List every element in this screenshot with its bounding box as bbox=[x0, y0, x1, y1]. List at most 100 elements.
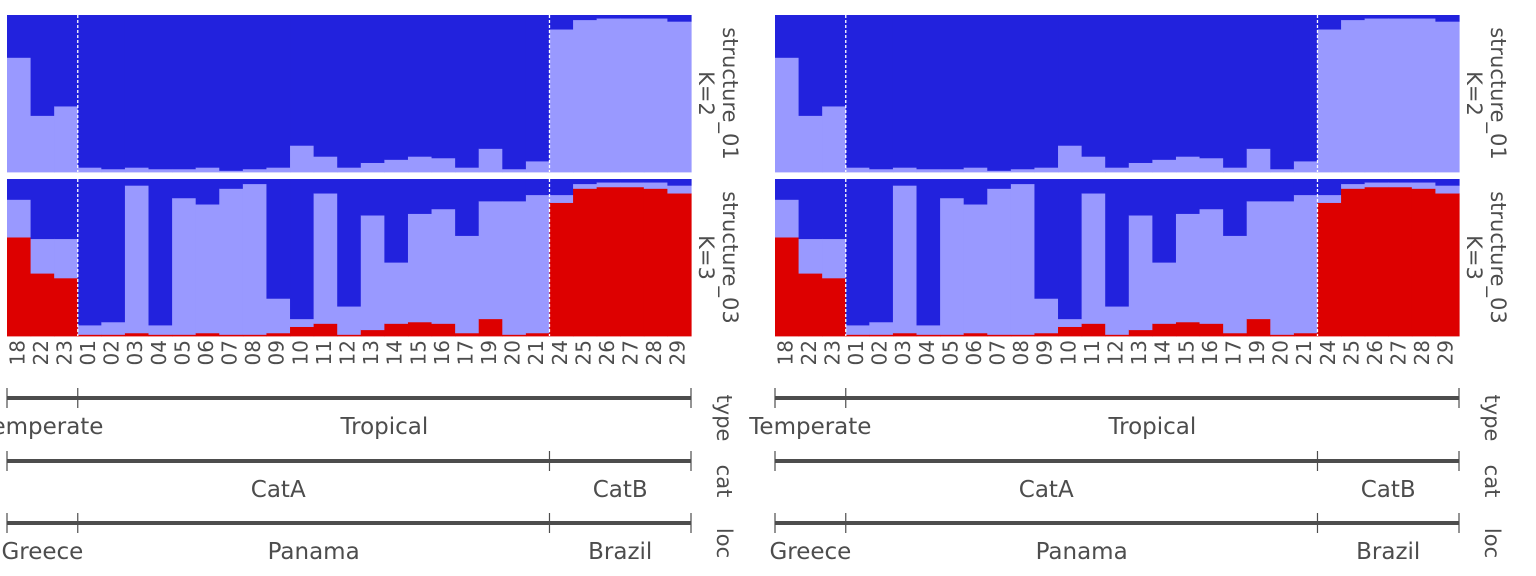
x-tick-label: 03 bbox=[891, 340, 915, 365]
bar-segment bbox=[1081, 15, 1106, 157]
bar-segment bbox=[195, 204, 220, 334]
x-tick-label: 15 bbox=[1174, 340, 1198, 365]
x-tick-label: 10 bbox=[1056, 340, 1080, 365]
bar-segment bbox=[290, 326, 315, 337]
bar-segment bbox=[1411, 15, 1437, 19]
bar-segment bbox=[549, 15, 574, 30]
bar-segment bbox=[195, 167, 220, 173]
bar-segment bbox=[1105, 179, 1130, 307]
bar-segment bbox=[1317, 202, 1342, 337]
bar-segment bbox=[290, 145, 315, 173]
bar-segment bbox=[30, 273, 55, 337]
x-tick-label: 13 bbox=[359, 340, 383, 365]
panel-1: structure_01K=2 bbox=[7, 15, 742, 173]
bar-segment bbox=[525, 194, 551, 334]
bar-segment bbox=[360, 329, 385, 337]
x-tick-label: 01 bbox=[76, 340, 100, 365]
bar-segment bbox=[1034, 179, 1059, 299]
bar-segment bbox=[219, 334, 244, 337]
bar-segment bbox=[313, 156, 338, 173]
bar-segment bbox=[963, 204, 988, 334]
bar-segment bbox=[940, 179, 965, 199]
bar-segment bbox=[798, 179, 823, 240]
bar-segment bbox=[775, 179, 800, 200]
track-loc: Greece Panama Brazil loc bbox=[1, 513, 736, 565]
track-segment-label: Panama bbox=[268, 539, 360, 565]
bar-segment bbox=[77, 15, 102, 168]
bar-segment bbox=[1175, 156, 1201, 173]
bar-segment bbox=[313, 193, 338, 324]
bar-segment bbox=[313, 323, 338, 337]
bar-segment bbox=[1411, 182, 1437, 189]
x-tick-label: 04 bbox=[915, 340, 939, 365]
x-tick-label: 28 bbox=[642, 340, 666, 365]
bar-segment bbox=[455, 167, 480, 173]
x-tick-label: 09 bbox=[1033, 340, 1057, 365]
bar-segment bbox=[845, 334, 870, 337]
bar-segment bbox=[313, 179, 338, 194]
bar-segment bbox=[337, 167, 362, 173]
bar-segment bbox=[478, 179, 503, 202]
bar-segment bbox=[1152, 159, 1177, 173]
bar-segment bbox=[1388, 15, 1413, 19]
bar-segment bbox=[7, 57, 32, 173]
x-tick-label: 28 bbox=[1410, 340, 1434, 365]
bar-segment bbox=[407, 156, 433, 173]
x-tick-label: 27 bbox=[1387, 340, 1411, 365]
bar-segment bbox=[620, 15, 645, 19]
bar-segment bbox=[502, 168, 527, 173]
bar-segment bbox=[1364, 186, 1389, 337]
bar-segment bbox=[1341, 179, 1366, 185]
bar-segment bbox=[892, 167, 918, 173]
bar-segment bbox=[869, 334, 894, 337]
bar-segment bbox=[1317, 15, 1342, 30]
bar-segment bbox=[525, 179, 551, 196]
bar-segment bbox=[1317, 179, 1342, 196]
x-tick-label: 21 bbox=[1292, 340, 1316, 365]
bar-segment bbox=[77, 179, 102, 326]
bar-segment bbox=[1175, 213, 1201, 323]
track-segment-label: Greece bbox=[1, 539, 83, 565]
bar-segment bbox=[384, 15, 409, 160]
x-tick-label: 11 bbox=[1080, 340, 1104, 365]
x-tick-label: 11 bbox=[312, 340, 336, 365]
bar-segment bbox=[54, 277, 79, 337]
x-tick-label: 25 bbox=[1339, 340, 1363, 365]
track-segment-label: Tropical bbox=[339, 414, 428, 440]
bar-segment bbox=[1034, 332, 1059, 337]
bar-segment bbox=[7, 15, 32, 58]
bar-segment bbox=[643, 188, 669, 337]
track-segment-label: Brazil bbox=[1356, 539, 1420, 565]
bar-segment bbox=[916, 179, 941, 326]
bar-segment bbox=[242, 334, 268, 337]
bar-segment bbox=[798, 115, 823, 173]
bar-segment bbox=[172, 168, 197, 173]
bar-segment bbox=[1010, 179, 1036, 185]
bar-segment bbox=[775, 57, 800, 173]
panel-label-line1: structure_03 bbox=[1485, 191, 1510, 324]
bar-segment bbox=[643, 15, 669, 19]
bar-segment bbox=[54, 238, 79, 279]
bar-segment bbox=[916, 168, 941, 173]
bar-segment bbox=[1435, 179, 1460, 186]
x-tick-label: 14 bbox=[383, 340, 407, 365]
bar-segment bbox=[798, 273, 823, 337]
bar-segment bbox=[384, 262, 409, 324]
bar-segment bbox=[1341, 183, 1366, 189]
bar-segment bbox=[940, 197, 965, 335]
bar-segment bbox=[1317, 29, 1342, 173]
bar-segment bbox=[1293, 179, 1319, 196]
bar-segment bbox=[360, 162, 385, 173]
bar-segment bbox=[987, 15, 1012, 171]
bar-segment bbox=[124, 167, 150, 173]
bar-segment bbox=[525, 15, 551, 162]
bar-segment bbox=[1199, 179, 1224, 210]
bar-segment bbox=[916, 325, 941, 335]
bar-segment bbox=[1105, 334, 1130, 337]
bar-segment bbox=[7, 199, 32, 238]
bar-segment bbox=[1058, 326, 1083, 337]
bar-segment bbox=[77, 334, 102, 337]
bar-segment bbox=[822, 179, 847, 240]
bar-segment bbox=[1081, 193, 1106, 324]
bar-segment bbox=[172, 197, 197, 335]
